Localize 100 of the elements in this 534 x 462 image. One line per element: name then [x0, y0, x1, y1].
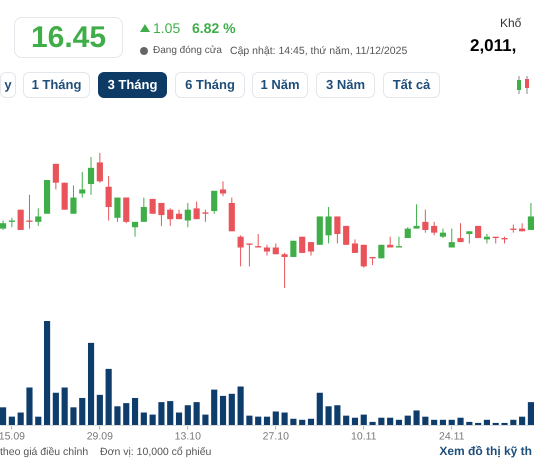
candlestick — [352, 238, 358, 254]
candlestick — [202, 209, 208, 222]
text: 3 Tháng — [98, 72, 167, 98]
bar — [18, 412, 24, 425]
x-tick-label: 29.09 — [86, 430, 114, 442]
bar — [413, 410, 420, 425]
text: 1 Năm — [252, 72, 308, 98]
text: Xem đồ thị kỹ th — [439, 444, 532, 458]
bar — [396, 420, 402, 425]
bar — [369, 422, 376, 425]
candlestick — [343, 225, 350, 246]
bar — [70, 407, 77, 425]
candlestick — [308, 242, 314, 256]
bar — [316, 392, 323, 425]
bar — [334, 405, 340, 425]
text: 2,011, — [470, 36, 516, 56]
text: y — [0, 72, 16, 98]
bar — [52, 392, 59, 425]
bar — [448, 420, 455, 425]
candlestick — [246, 242, 252, 267]
candlestick — [484, 234, 490, 244]
bar — [466, 422, 472, 425]
bar — [158, 402, 165, 425]
bar — [35, 416, 42, 425]
candlestick — [220, 180, 226, 197]
bar — [326, 406, 332, 425]
candlestick — [167, 208, 174, 226]
candlestick — [106, 175, 112, 221]
bar — [123, 403, 130, 425]
x-tick-label: 27.10 — [262, 430, 290, 442]
text: Cập nhật: 14:45, thứ năm, 11/12/2025 — [230, 45, 408, 57]
bar — [238, 386, 244, 425]
bar — [299, 420, 306, 425]
bar — [308, 418, 314, 425]
bar — [528, 402, 534, 425]
text: 16.45 — [14, 17, 123, 58]
bar — [264, 416, 270, 425]
candlestick — [132, 221, 138, 238]
x-tick-label: 10.11 — [351, 430, 377, 442]
bar — [378, 418, 384, 425]
bar — [290, 418, 296, 425]
bar — [194, 402, 200, 425]
bar — [44, 321, 50, 425]
bar — [62, 388, 68, 425]
bar — [510, 420, 516, 425]
bar — [457, 418, 464, 425]
bar — [440, 420, 446, 425]
candlestick — [158, 202, 165, 226]
bar — [176, 412, 182, 425]
candlestick — [272, 242, 279, 255]
bar — [132, 398, 138, 425]
text: Đơn vị: 10,000 cổ phiếu — [100, 446, 212, 458]
bar — [184, 405, 191, 425]
x-tick-label: 13.10 — [174, 430, 202, 442]
candlestick — [299, 236, 306, 254]
candlestick — [52, 163, 59, 190]
text: 6.82 % — [192, 20, 236, 36]
bar — [96, 394, 103, 425]
bar — [114, 406, 121, 425]
bar — [150, 414, 156, 425]
candlestick — [413, 204, 420, 230]
text: 1 Tháng — [23, 72, 90, 98]
bar — [387, 418, 394, 425]
candlestick — [378, 244, 384, 259]
bar — [352, 418, 358, 425]
candlestick — [290, 240, 296, 258]
candlestick — [35, 208, 42, 226]
candlestick — [70, 184, 77, 214]
candlestick — [88, 156, 94, 196]
bar — [106, 368, 112, 425]
bar — [431, 420, 438, 425]
candlestick — [440, 228, 446, 239]
bar — [220, 396, 226, 425]
bar — [422, 416, 428, 425]
candlestick — [334, 216, 340, 244]
candlestick — [255, 234, 262, 248]
bar — [246, 416, 252, 425]
bar — [272, 411, 279, 425]
candlestick — [140, 197, 147, 222]
text: Tất cả — [383, 72, 440, 98]
candlestick — [211, 190, 218, 214]
text: 1.05 — [153, 20, 180, 36]
candlestick — [448, 228, 455, 248]
text: theo giá điều chỉnh — [0, 446, 88, 458]
candlestick — [264, 244, 270, 256]
bar — [202, 414, 208, 425]
candlestick — [528, 202, 534, 230]
x-tick-label: 24.11 — [438, 430, 465, 442]
bar — [519, 416, 526, 425]
bar — [228, 394, 235, 425]
candlestick — [150, 198, 156, 214]
candlestick — [0, 220, 6, 230]
candlestick — [457, 222, 464, 243]
candlestick — [18, 209, 24, 230]
bar — [8, 416, 15, 425]
candlestick — [238, 234, 244, 267]
candlestick — [326, 206, 332, 244]
bar — [343, 416, 350, 425]
candlestick — [96, 153, 103, 184]
bar — [0, 407, 6, 425]
